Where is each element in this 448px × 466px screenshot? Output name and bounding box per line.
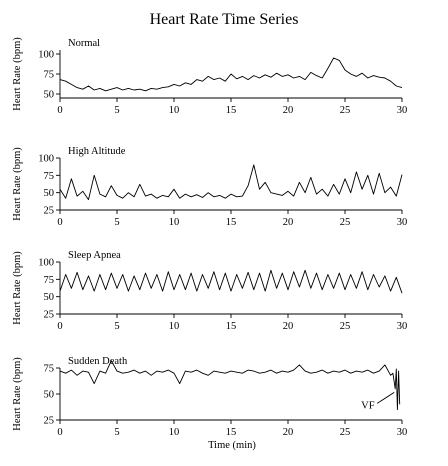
- x-tick-label: 30: [397, 105, 408, 116]
- y-tick-label: 100: [38, 50, 54, 61]
- x-tick-label: 5: [114, 105, 119, 116]
- x-tick-label: 5: [114, 427, 119, 438]
- x-tick-label: 10: [169, 105, 180, 116]
- figure-title: Heart Rate Time Series: [150, 11, 299, 28]
- y-tick-label: 50: [44, 292, 55, 303]
- y-tick-label: 50: [44, 390, 55, 401]
- x-tick-label: 30: [397, 427, 408, 438]
- y-axis-label: Heart Rate (bpm): [12, 147, 23, 221]
- y-tick-label: 100: [38, 154, 54, 165]
- y-tick-label: 25: [44, 310, 55, 321]
- y-tick-label: 75: [44, 171, 55, 182]
- y-tick-label: 75: [44, 70, 55, 81]
- y-tick-label: 50: [44, 188, 55, 199]
- x-tick-label: 5: [114, 217, 119, 228]
- y-axis-label: Heart Rate (bpm): [12, 251, 23, 325]
- y-tick-label: 25: [44, 206, 55, 217]
- series-line-1: [59, 164, 403, 201]
- series-line-1: [59, 360, 401, 411]
- x-tick-label: 0: [57, 321, 62, 332]
- panel-title: Sleep Apnea: [68, 250, 121, 261]
- x-tick-label: 25: [340, 427, 351, 438]
- annotation-arrow: [376, 392, 395, 404]
- x-tick-label: 15: [226, 105, 237, 116]
- x-tick-label: 20: [283, 105, 294, 116]
- y-axis-label: Heart Rate (bpm): [12, 357, 23, 431]
- x-tick-label: 25: [340, 217, 351, 228]
- chart-panel-2: 0 5 10 15 20 25 30 25 50 75 100 High Altitude Heart …: [12, 146, 407, 228]
- y-tick-label: 25: [44, 416, 55, 427]
- x-tick-label: 10: [169, 217, 180, 228]
- x-tick-label: 0: [57, 105, 62, 116]
- panel-title: High Altitude: [68, 146, 126, 157]
- x-tick-label: 5: [114, 321, 119, 332]
- x-tick-label: 10: [169, 321, 180, 332]
- x-tick-label: 15: [226, 217, 237, 228]
- chart-panel-4: 0 5 10 15 20 25 30 25 50 75 Sudden Death Heart Rate…: [12, 356, 407, 438]
- x-tick-label: 30: [397, 217, 408, 228]
- series-line-1: [59, 269, 403, 294]
- x-tick-label: 20: [283, 321, 294, 332]
- chart-panel-3: 0 5 10 15 20 25 30 25 50 75 100 Sleep Apnea Heart Ra…: [12, 250, 407, 332]
- x-tick-label: 10: [169, 427, 180, 438]
- x-tick-label: 15: [226, 427, 237, 438]
- chart-panel-1: 0 5 10 15 20 25 30 50 75 100 Normal Heart Rate (bpm…: [12, 37, 407, 116]
- x-tick-label: 25: [340, 105, 351, 116]
- panel-title: Sudden Death: [68, 356, 128, 367]
- y-tick-label: 100: [38, 258, 54, 269]
- y-tick-label: 50: [44, 90, 55, 101]
- x-tick-label: 25: [340, 321, 351, 332]
- x-tick-label: 0: [57, 427, 62, 438]
- x-tick-label: 20: [283, 427, 294, 438]
- y-tick-label: 75: [44, 364, 55, 375]
- x-tick-label: 0: [57, 217, 62, 228]
- x-axis-label: Time (min): [208, 440, 256, 451]
- panel-title: Normal: [68, 38, 100, 49]
- annotation-label: VF: [361, 400, 375, 411]
- x-tick-label: 15: [226, 321, 237, 332]
- series-line-1: [59, 57, 403, 92]
- x-tick-label: 20: [283, 217, 294, 228]
- y-tick-label: 75: [44, 275, 55, 286]
- x-tick-label: 30: [397, 321, 408, 332]
- y-axis-label: Heart Rate (bpm): [12, 37, 23, 111]
